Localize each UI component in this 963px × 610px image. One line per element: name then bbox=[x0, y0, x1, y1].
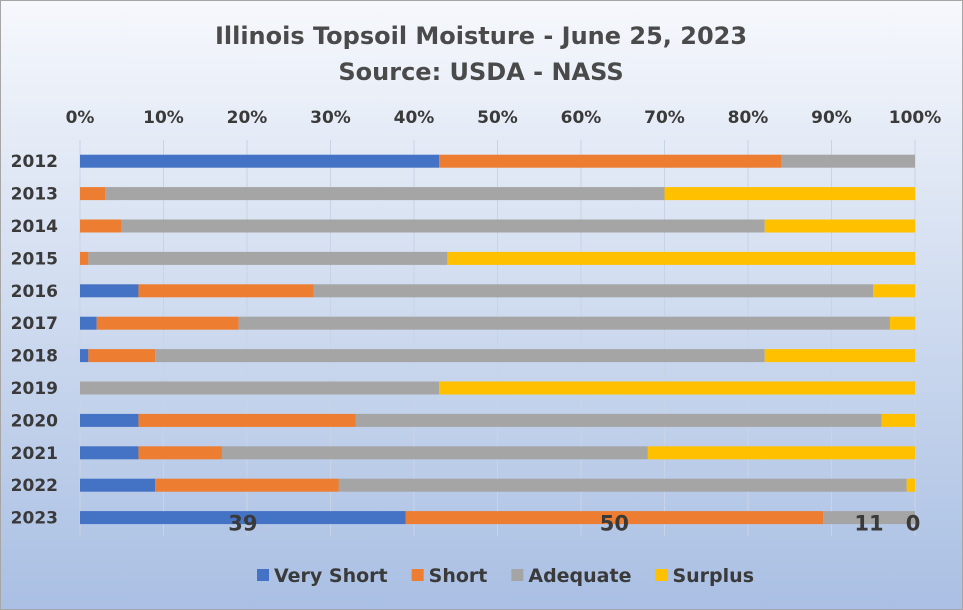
x-tick-label: 30% bbox=[310, 108, 351, 128]
y-tick-label: 2016 bbox=[11, 282, 58, 302]
bar-segment bbox=[138, 284, 314, 298]
legend-label: Surplus bbox=[672, 565, 754, 587]
bar-segment bbox=[121, 219, 765, 233]
bar-segment bbox=[80, 284, 139, 298]
legend-swatch bbox=[511, 569, 524, 581]
bar-segment bbox=[80, 349, 89, 363]
y-tick-label: 2021 bbox=[11, 444, 58, 464]
bar-segment bbox=[80, 154, 440, 168]
y-tick-label: 2013 bbox=[11, 185, 58, 205]
x-tick-label: 40% bbox=[394, 108, 435, 128]
y-tick-label: 2023 bbox=[11, 509, 58, 529]
y-tick-label: 2014 bbox=[11, 217, 58, 237]
bar-segment bbox=[764, 349, 915, 363]
bar-segment bbox=[764, 219, 915, 233]
data-label: 11 bbox=[854, 512, 883, 536]
data-label: 50 bbox=[600, 512, 629, 536]
bar-segment bbox=[80, 446, 139, 460]
bar-segment bbox=[80, 381, 440, 395]
bar-segment bbox=[155, 349, 765, 363]
bar-segment bbox=[873, 284, 915, 298]
legend-label: Short bbox=[429, 565, 488, 587]
x-tick-label: 80% bbox=[728, 108, 769, 128]
bar-segment bbox=[664, 187, 915, 201]
legend-swatch bbox=[257, 569, 269, 581]
x-tick-label: 100% bbox=[889, 108, 942, 128]
bar-segment bbox=[355, 413, 882, 427]
y-tick-label: 2022 bbox=[11, 476, 58, 496]
x-tick-label: 90% bbox=[811, 108, 852, 128]
bar-segment bbox=[906, 478, 915, 492]
bar-segment bbox=[439, 154, 782, 168]
x-axis-ticks: 0% 10% 20% 30% 40% 50% 60% 70% 80% 90% 100% bbox=[66, 108, 942, 128]
y-axis-ticks: 2012 2013 2014 2015 2016 2017 2018 2019 2020 2021… bbox=[11, 152, 58, 528]
bar-segment bbox=[439, 381, 915, 395]
bar-segment bbox=[105, 187, 665, 201]
bars bbox=[80, 154, 915, 525]
bar-segment bbox=[88, 251, 448, 265]
legend-swatch bbox=[655, 569, 668, 581]
bar-segment bbox=[138, 446, 222, 460]
bar-segment bbox=[80, 413, 139, 427]
bar-segment bbox=[80, 219, 122, 233]
y-tick-label: 2020 bbox=[11, 411, 58, 431]
bar-segment bbox=[313, 284, 874, 298]
data-labels: 39 50 11 0 bbox=[228, 512, 920, 536]
x-tick-label: 10% bbox=[143, 108, 184, 128]
chart-title: Illinois Topsoil Moisture - June 25, 202… bbox=[215, 22, 747, 50]
data-label: 0 bbox=[906, 512, 921, 536]
bar-segment bbox=[80, 251, 89, 265]
bar-segment bbox=[80, 316, 97, 330]
bar-segment bbox=[138, 413, 356, 427]
chart-subtitle: Source: USDA - NASS bbox=[338, 58, 623, 86]
bar-segment bbox=[80, 511, 406, 525]
y-tick-label: 2015 bbox=[11, 249, 58, 269]
bar-segment bbox=[238, 316, 890, 330]
legend-label: Adequate bbox=[528, 565, 631, 587]
y-tick-label: 2012 bbox=[11, 152, 58, 172]
x-tick-label: 50% bbox=[477, 108, 518, 128]
bar-segment bbox=[221, 446, 648, 460]
bar-segment bbox=[889, 316, 915, 330]
bar-segment bbox=[781, 154, 915, 168]
x-tick-label: 0% bbox=[66, 108, 95, 128]
data-label: 39 bbox=[228, 512, 257, 536]
bar-segment bbox=[405, 511, 824, 525]
bar-segment bbox=[80, 478, 156, 492]
y-tick-label: 2018 bbox=[11, 347, 58, 367]
bar-segment bbox=[155, 478, 339, 492]
y-tick-label: 2017 bbox=[11, 314, 58, 334]
legend-swatch bbox=[411, 569, 424, 581]
bar-segment bbox=[447, 251, 915, 265]
bar-segment bbox=[88, 349, 156, 363]
bar-segment bbox=[823, 511, 915, 525]
bar-segment bbox=[96, 316, 239, 330]
bar-segment bbox=[647, 446, 915, 460]
grid-lines bbox=[79, 140, 916, 536]
y-tick-label: 2019 bbox=[11, 379, 58, 399]
legend: Very Short Short Adequate Surplus bbox=[257, 565, 754, 587]
x-tick-label: 60% bbox=[561, 108, 602, 128]
bar-segment bbox=[338, 478, 907, 492]
x-tick-label: 20% bbox=[227, 108, 268, 128]
legend-label: Very Short bbox=[274, 565, 388, 587]
x-tick-label: 70% bbox=[644, 108, 685, 128]
bar-segment bbox=[80, 187, 106, 201]
bar-segment bbox=[881, 413, 915, 427]
